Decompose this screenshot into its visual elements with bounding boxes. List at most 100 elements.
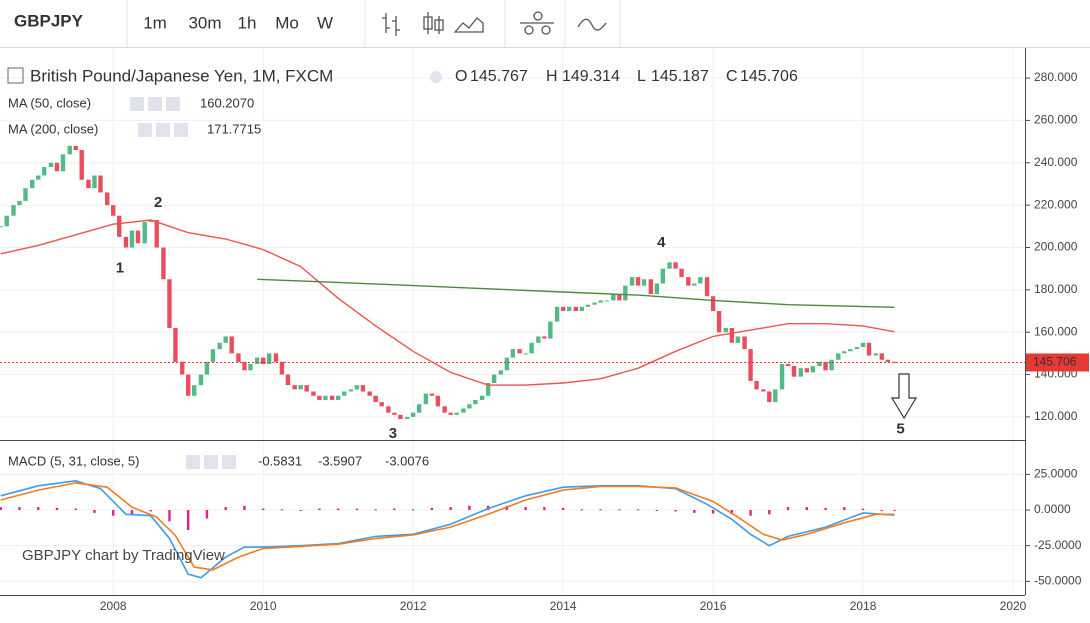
candle	[467, 404, 472, 409]
candle	[180, 361, 185, 375]
ohlc-value: 145.187	[651, 68, 709, 85]
candle	[823, 361, 828, 371]
x-tick-label: 2016	[700, 599, 727, 613]
last-price-tag	[1026, 353, 1089, 372]
wave-label: 1	[116, 260, 124, 277]
y-tick-label: 280.000	[1034, 70, 1078, 84]
histogram-bar	[449, 507, 452, 511]
candle	[667, 262, 672, 269]
candle	[204, 361, 210, 375]
symbol[interactable]: GBPJPY	[14, 11, 84, 30]
candle	[142, 222, 147, 244]
histogram-bar	[768, 510, 771, 515]
histogram-bar	[55, 507, 59, 511]
eye-icon[interactable]	[430, 71, 442, 83]
interval-button[interactable]: W	[317, 13, 333, 32]
ohlc-value: 145.706	[740, 68, 798, 85]
candle	[435, 395, 441, 407]
interval-button[interactable]: 1m	[143, 13, 167, 32]
candle	[723, 327, 729, 333]
y-tick-label: 120.000	[1034, 409, 1078, 423]
candle	[248, 363, 253, 371]
candle	[210, 349, 216, 362]
candle	[617, 294, 622, 301]
candle	[810, 366, 816, 373]
candle	[317, 395, 322, 400]
candle	[517, 349, 522, 354]
chart-title: British Pound/Japanese Yen, 1M, FXCM	[30, 66, 333, 85]
candle	[598, 300, 603, 303]
candle	[442, 406, 447, 413]
collapse-icon[interactable]	[7, 67, 24, 84]
candle	[729, 327, 735, 343]
candle	[266, 353, 272, 364]
candle	[229, 336, 234, 354]
histogram-bar	[711, 510, 715, 514]
candle	[548, 321, 553, 339]
chart-style-icons[interactable]	[382, 11, 607, 36]
candle	[254, 357, 260, 364]
candle	[829, 359, 834, 371]
histogram-bar	[393, 508, 396, 511]
legend-icons[interactable]	[138, 123, 188, 137]
interval-button[interactable]: 1h	[238, 13, 257, 32]
candle	[873, 353, 878, 356]
histogram-bar	[843, 507, 846, 511]
histogram-bar	[618, 509, 621, 511]
plot: 1 2 3 4 5	[0, 145, 1025, 579]
histogram-bar	[93, 510, 96, 513]
candle	[223, 336, 228, 343]
candle	[4, 215, 9, 227]
legend-icons[interactable]	[186, 455, 236, 469]
candle	[611, 294, 616, 301]
candle	[761, 389, 766, 392]
candle	[236, 353, 241, 362]
candle	[491, 374, 497, 384]
candle	[686, 277, 691, 286]
candle	[498, 370, 504, 375]
candle	[866, 342, 872, 356]
candle	[554, 306, 560, 322]
x-tick-label: 2008	[100, 599, 127, 613]
candle	[566, 306, 572, 312]
candle	[367, 391, 372, 396]
candle	[311, 391, 316, 396]
histogram-bar	[261, 508, 265, 511]
histogram-bar	[749, 510, 752, 516]
candle	[836, 353, 841, 360]
candle	[635, 277, 641, 286]
histogram-bar	[243, 505, 246, 511]
histogram-bar	[112, 510, 115, 516]
candle	[11, 205, 16, 216]
y-tick-label: 260.000	[1034, 113, 1078, 127]
y-tick-label: 220.000	[1034, 197, 1078, 211]
interval-button[interactable]: 30m	[188, 13, 221, 32]
candle	[298, 385, 303, 390]
y-tick-label: 0.0000	[1034, 502, 1071, 516]
histogram-bar	[786, 507, 790, 511]
histogram-bar	[224, 507, 227, 511]
candle	[654, 283, 660, 295]
candle	[423, 393, 429, 405]
candle	[398, 414, 403, 420]
candle	[217, 342, 222, 350]
macd-value: -3.0076	[385, 453, 429, 468]
candle	[473, 399, 478, 405]
candle	[629, 277, 635, 286]
x-tick-label: 2018	[850, 599, 877, 613]
candle	[579, 306, 585, 312]
candle	[848, 349, 853, 352]
interval-button[interactable]: Mo	[275, 13, 299, 32]
candle	[329, 395, 335, 400]
candle	[479, 395, 485, 400]
x-tick-label: 2012	[400, 599, 427, 613]
candle	[585, 304, 591, 307]
watermark: GBPJPY chart by TradingView	[22, 547, 225, 564]
candle	[529, 342, 534, 354]
candle	[461, 408, 466, 413]
candle	[285, 374, 291, 386]
legend-icons[interactable]	[130, 97, 180, 111]
candle	[716, 311, 722, 333]
ohlc-letter: H	[546, 68, 558, 85]
y-tick-label: 180.000	[1034, 282, 1078, 296]
